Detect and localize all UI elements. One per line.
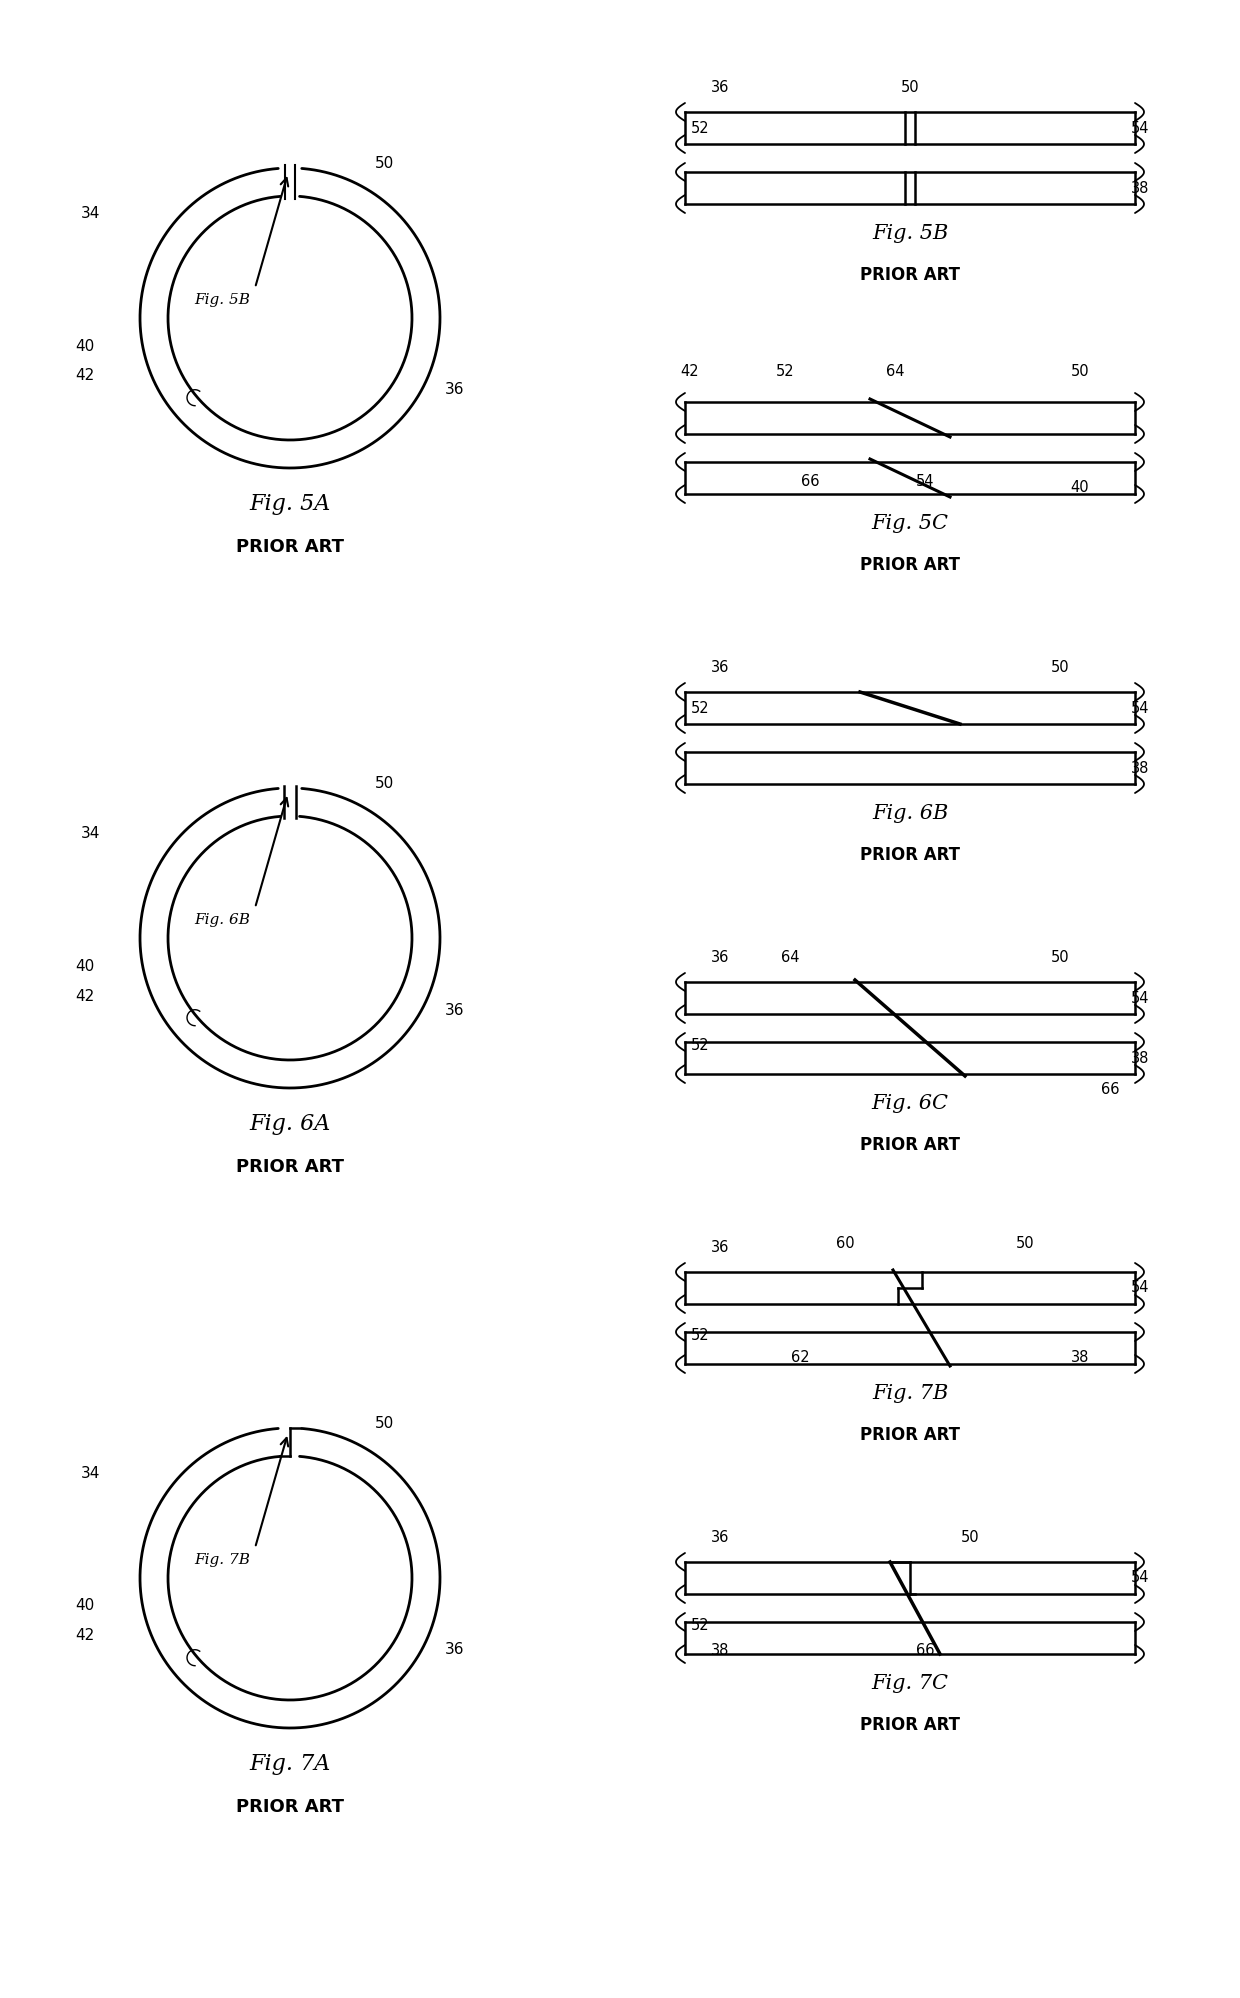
Text: 38: 38	[1131, 1051, 1149, 1065]
Text: 40: 40	[76, 1598, 94, 1614]
Text: Fig. 5B: Fig. 5B	[193, 294, 250, 308]
Text: 66: 66	[916, 1642, 934, 1658]
Text: 50: 50	[961, 1530, 980, 1544]
Text: 50: 50	[376, 156, 394, 170]
Text: 40: 40	[76, 959, 94, 973]
Text: PRIOR ART: PRIOR ART	[861, 1137, 960, 1155]
Text: 54: 54	[916, 474, 934, 490]
Text: 64: 64	[781, 949, 800, 965]
Text: Fig. 7B: Fig. 7B	[872, 1385, 949, 1403]
Text: Fig. 7A: Fig. 7A	[249, 1752, 331, 1774]
Text: 54: 54	[1131, 991, 1149, 1005]
Text: 64: 64	[885, 364, 904, 380]
Text: 36: 36	[711, 949, 729, 965]
Text: 42: 42	[76, 368, 94, 384]
Text: 42: 42	[681, 364, 699, 380]
Text: 50: 50	[1050, 659, 1069, 675]
Text: 40: 40	[1070, 480, 1089, 496]
Text: 34: 34	[81, 206, 99, 220]
Text: PRIOR ART: PRIOR ART	[861, 1427, 960, 1445]
Text: 52: 52	[776, 364, 795, 380]
Text: Fig. 6C: Fig. 6C	[872, 1095, 949, 1113]
Text: 66: 66	[801, 474, 820, 490]
Text: Fig. 6A: Fig. 6A	[249, 1113, 331, 1135]
Text: Fig. 7B: Fig. 7B	[193, 1552, 250, 1566]
Text: 38: 38	[1071, 1351, 1089, 1365]
Text: 66: 66	[1101, 1081, 1120, 1097]
Text: 36: 36	[711, 659, 729, 675]
Text: PRIOR ART: PRIOR ART	[861, 266, 960, 284]
Text: Fig. 5A: Fig. 5A	[249, 494, 331, 515]
Text: 62: 62	[791, 1351, 810, 1365]
Text: 54: 54	[1131, 120, 1149, 136]
Text: 52: 52	[691, 701, 709, 715]
Text: 38: 38	[1131, 180, 1149, 196]
Text: PRIOR ART: PRIOR ART	[236, 1798, 343, 1816]
Text: 36: 36	[711, 80, 729, 94]
Text: 50: 50	[376, 1415, 394, 1431]
Text: 52: 52	[691, 120, 709, 136]
Text: 52: 52	[691, 1618, 709, 1632]
Text: 60: 60	[836, 1237, 854, 1251]
Text: 50: 50	[1050, 949, 1069, 965]
Text: Fig. 5B: Fig. 5B	[872, 224, 949, 244]
Text: PRIOR ART: PRIOR ART	[861, 555, 960, 573]
Text: 54: 54	[1131, 701, 1149, 715]
Text: Fig. 7C: Fig. 7C	[872, 1674, 949, 1692]
Text: PRIOR ART: PRIOR ART	[861, 845, 960, 863]
Text: 36: 36	[445, 382, 465, 398]
Text: 52: 52	[691, 1037, 709, 1053]
Text: 34: 34	[81, 825, 99, 841]
Text: 42: 42	[76, 989, 94, 1003]
Text: PRIOR ART: PRIOR ART	[861, 1716, 960, 1734]
Text: 36: 36	[445, 1642, 465, 1658]
Text: 50: 50	[376, 775, 394, 791]
Text: 50: 50	[1016, 1237, 1034, 1251]
Text: PRIOR ART: PRIOR ART	[236, 1159, 343, 1177]
Text: 50: 50	[900, 80, 919, 94]
Text: 42: 42	[76, 1628, 94, 1644]
Text: 54: 54	[1131, 1570, 1149, 1586]
Text: 38: 38	[711, 1642, 729, 1658]
Text: 36: 36	[711, 1530, 729, 1544]
Text: 36: 36	[445, 1003, 465, 1017]
Text: PRIOR ART: PRIOR ART	[236, 537, 343, 555]
Text: Fig. 6B: Fig. 6B	[872, 803, 949, 823]
Text: 54: 54	[1131, 1281, 1149, 1295]
Text: Fig. 5C: Fig. 5C	[872, 513, 949, 533]
Text: 40: 40	[76, 338, 94, 354]
Text: 34: 34	[81, 1465, 99, 1481]
Text: 36: 36	[711, 1239, 729, 1255]
Text: 38: 38	[1131, 761, 1149, 775]
Text: Fig. 6B: Fig. 6B	[193, 913, 250, 927]
Text: 52: 52	[691, 1329, 709, 1343]
Text: 50: 50	[1070, 364, 1089, 380]
